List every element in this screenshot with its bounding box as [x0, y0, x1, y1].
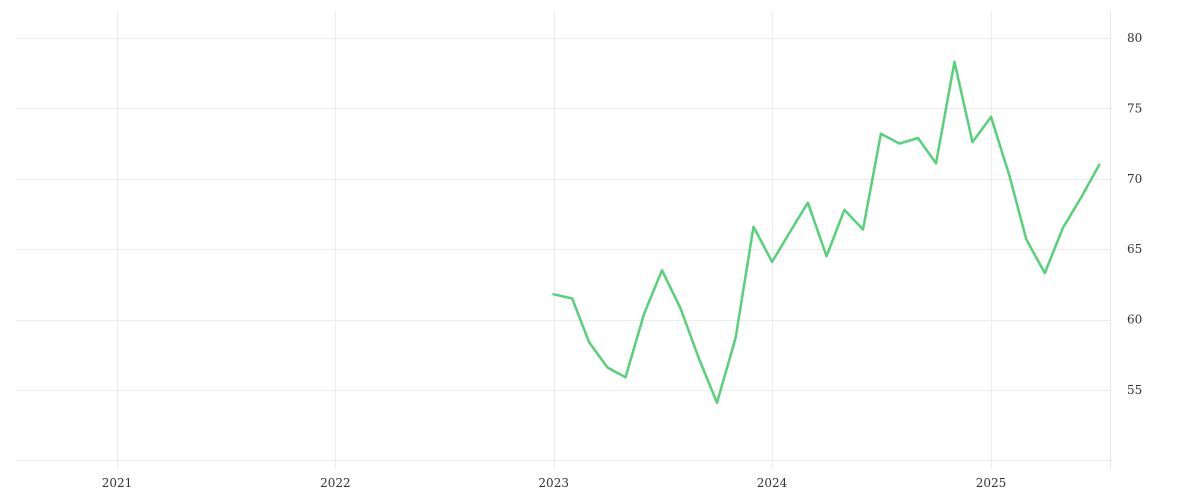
y-axis-ticks: 55 60 65 70 75 80 — [1127, 31, 1142, 397]
grid-lines — [16, 12, 1110, 468]
data-point — [971, 141, 973, 143]
data-point — [1008, 175, 1010, 177]
data-point — [807, 202, 809, 204]
data-point — [953, 61, 955, 63]
y-tick-label: 75 — [1127, 101, 1142, 115]
data-point — [643, 313, 645, 315]
data-point — [771, 261, 773, 263]
data-point — [624, 376, 626, 378]
data-point — [553, 293, 555, 295]
data-point — [571, 297, 573, 299]
data-point — [898, 142, 900, 144]
data-point — [1025, 238, 1027, 240]
data-point — [588, 341, 590, 343]
data-point — [935, 162, 937, 164]
data-point — [661, 269, 663, 271]
y-tick-label: 60 — [1127, 313, 1142, 327]
data-point — [698, 358, 700, 360]
data-point — [1098, 164, 1100, 166]
data-point — [716, 402, 718, 404]
x-tick-label: 2023 — [538, 476, 569, 490]
y-tick-label: 70 — [1127, 172, 1142, 186]
data-point — [862, 228, 864, 230]
x-tick-label: 2025 — [976, 476, 1007, 490]
series-layer — [552, 60, 1101, 404]
x-tick-label: 2024 — [757, 476, 788, 490]
data-point — [1080, 196, 1082, 198]
data-point — [917, 137, 919, 139]
y-tick-label: 65 — [1127, 242, 1142, 256]
data-point — [1044, 272, 1046, 274]
x-tick-label: 2021 — [102, 476, 133, 490]
series-line — [552, 60, 1101, 404]
data-point — [843, 209, 845, 211]
data-point — [679, 307, 681, 309]
y-tick-label: 80 — [1127, 31, 1142, 45]
x-axis-ticks: 2021 2022 2023 2024 2025 — [102, 476, 1007, 490]
data-point — [825, 255, 827, 257]
data-point — [789, 230, 791, 232]
data-point — [606, 366, 608, 368]
x-tick-label: 2022 — [320, 476, 351, 490]
data-point — [752, 226, 754, 228]
data-point — [880, 133, 882, 135]
data-point — [734, 337, 736, 339]
data-point — [1062, 227, 1064, 229]
data-point — [990, 116, 992, 118]
y-tick-label: 55 — [1127, 383, 1142, 397]
